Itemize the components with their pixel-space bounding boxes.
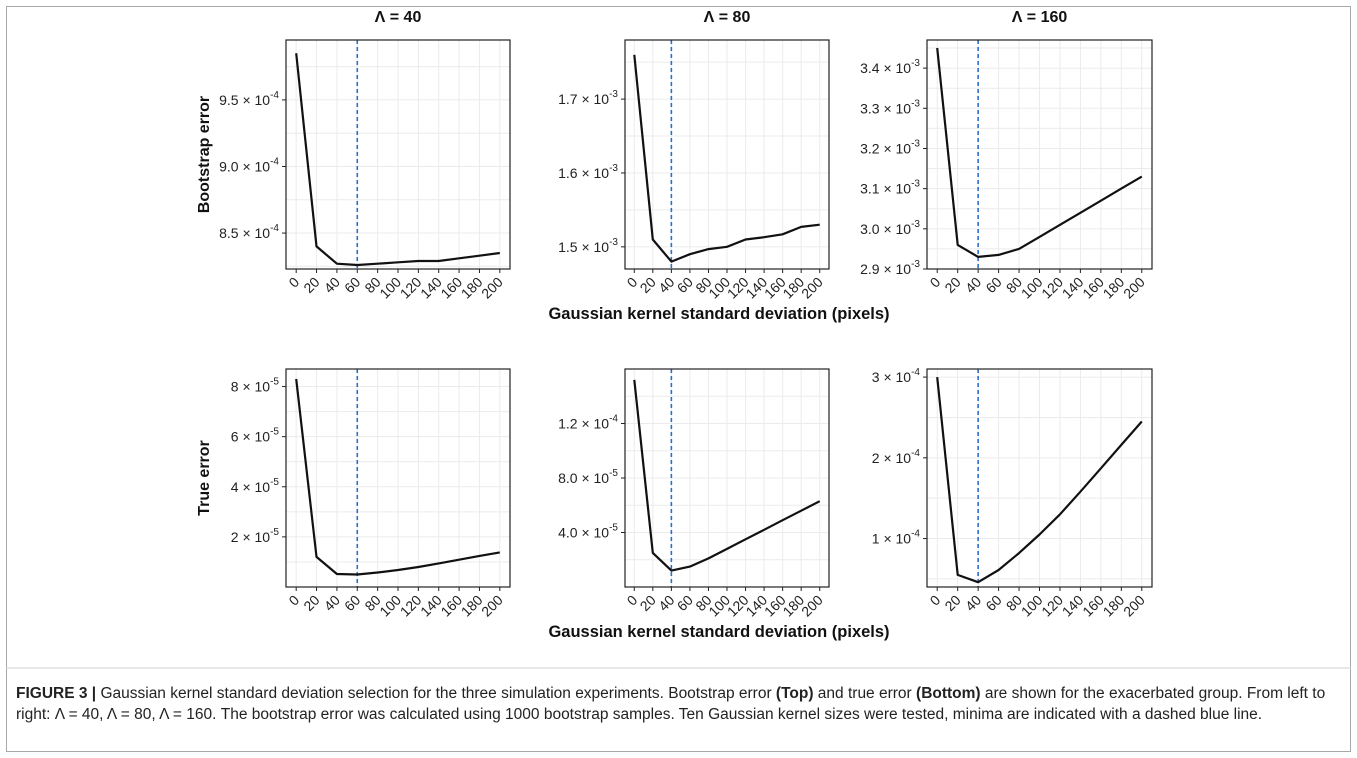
series-line — [936, 47, 1143, 258]
column-title: Λ = 160 — [1012, 9, 1068, 26]
y-tick-label: 3.3 × 10-3 — [860, 98, 920, 116]
x-axis-label: Gaussian kernel standard deviation (pixe… — [548, 623, 889, 641]
y-tick-label: 3.0 × 10-3 — [860, 219, 920, 237]
series-line — [633, 54, 820, 263]
y-tick-label: 8 × 10-5 — [231, 377, 280, 395]
figure-caption: FIGURE 3 | Gaussian kernel standard devi… — [16, 683, 1336, 725]
caption-bold-bottom: (Bottom) — [916, 685, 981, 702]
row-axis-label: Bootstrap error — [196, 96, 213, 213]
x-tick-label: 0 — [285, 274, 302, 291]
series-line — [295, 53, 500, 267]
y-tick-label: 9.5 × 10-4 — [219, 90, 279, 108]
y-tick-label: 6 × 10-5 — [231, 427, 280, 445]
x-tick-label: 200 — [1120, 274, 1148, 302]
y-tick-label: 1.5 × 10-3 — [558, 237, 618, 255]
x-axis-label: Gaussian kernel standard deviation (pixe… — [548, 305, 889, 323]
x-tick-label: 200 — [478, 592, 506, 620]
chart-panel-4: 2 × 10-54 × 10-56 × 10-58 × 10-502040608… — [196, 368, 511, 620]
y-tick-label: 4 × 10-5 — [231, 477, 280, 495]
chart-panel-5: 4.0 × 10-58.0 × 10-51.2 × 10-40204060801… — [558, 368, 830, 620]
caption-text-2: and true error — [813, 685, 917, 702]
series-line — [295, 378, 500, 576]
figure-frame — [6, 6, 1351, 752]
y-tick-label: 8.5 × 10-4 — [219, 223, 279, 241]
y-tick-label: 3.1 × 10-3 — [860, 179, 920, 197]
y-tick-label: 1.6 × 10-3 — [558, 163, 618, 181]
caption-text-1: Gaussian kernel standard deviation selec… — [96, 685, 776, 702]
x-tick-label: 200 — [798, 274, 826, 302]
x-tick-label: 20 — [941, 592, 963, 614]
y-tick-label: 8.0 × 10-5 — [558, 468, 618, 486]
y-tick-label: 4.0 × 10-5 — [558, 523, 618, 541]
caption-label: FIGURE 3 | — [16, 685, 97, 702]
column-title: Λ = 80 — [704, 9, 751, 26]
series-line — [633, 379, 821, 572]
y-tick-label: 3.2 × 10-3 — [860, 138, 920, 156]
y-tick-label: 2.9 × 10-3 — [860, 259, 920, 277]
x-tick-label: 0 — [285, 592, 302, 609]
chart-panel-6: 1 × 10-42 × 10-43 × 10-40204060801001201… — [548, 367, 1153, 641]
y-tick-label: 2 × 10-5 — [231, 527, 280, 545]
caption-text-3: are shown for the exacerbated group. Fro… — [16, 685, 1326, 723]
y-tick-label: 9.0 × 10-4 — [219, 156, 279, 174]
x-tick-label: 20 — [941, 274, 963, 296]
x-tick-label: 60 — [982, 592, 1004, 614]
x-tick-label: 200 — [478, 274, 506, 302]
y-tick-label: 2 × 10-4 — [872, 448, 921, 466]
x-tick-label: 200 — [798, 592, 826, 620]
row-axis-label: True error — [196, 440, 213, 516]
chart-panel-3: 2.9 × 10-3 3.0 × 10-3 3.1 × 10-3 3.2 × 10-3… — [548, 9, 1153, 323]
x-tick-label: 40 — [962, 274, 984, 296]
y-tick-label: 1.2 × 10-4 — [558, 414, 618, 432]
chart-panel-1: 8.5 × 10-49.0 × 10-49.5 × 10-40204060801… — [196, 9, 511, 302]
x-tick-label: 0 — [927, 592, 944, 609]
y-tick-label: 1 × 10-4 — [872, 529, 921, 547]
x-tick-label: 0 — [927, 274, 944, 291]
series-line — [936, 376, 1143, 584]
column-title: Λ = 40 — [375, 9, 422, 26]
x-tick-label: 40 — [962, 592, 984, 614]
caption-bold-top: (Top) — [775, 685, 814, 702]
x-tick-label: 200 — [1120, 592, 1148, 620]
x-tick-label: 60 — [982, 274, 1004, 296]
y-tick-label: 1.7 × 10-3 — [558, 89, 618, 107]
y-tick-label: 3 × 10-4 — [872, 367, 921, 385]
figure-canvas: 8.5 × 10-49.0 × 10-49.5 × 10-40204060801… — [6, 9, 1351, 669]
chart-panel-2: 1.5 × 10-31.6 × 10-31.7 × 10-30204060801… — [558, 9, 830, 302]
y-tick-label: 3.4 × 10-3 — [860, 58, 920, 76]
